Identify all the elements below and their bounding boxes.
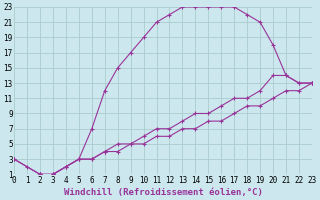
X-axis label: Windchill (Refroidissement éolien,°C): Windchill (Refroidissement éolien,°C) [64, 188, 262, 197]
